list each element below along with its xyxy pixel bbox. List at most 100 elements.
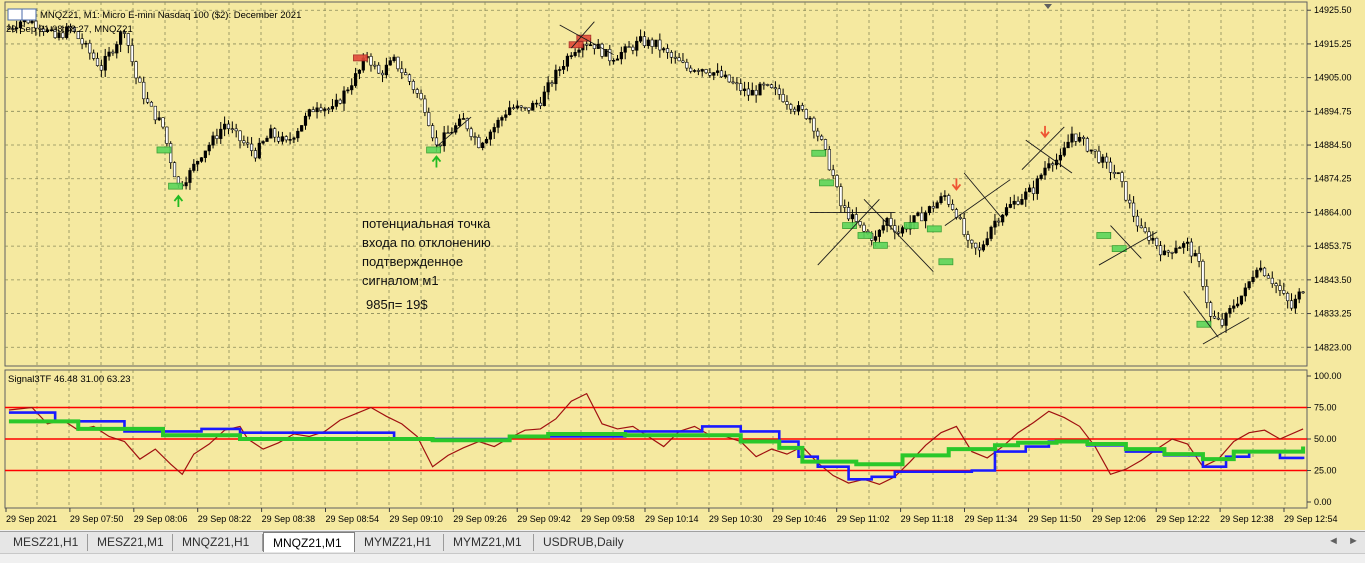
tab-mnqz21-h1[interactable]: MNQZ21,H1 xyxy=(173,534,263,551)
main-pane xyxy=(4,1,1308,367)
candle-body xyxy=(134,61,138,79)
candle-body xyxy=(916,212,920,216)
candle-body xyxy=(989,226,993,239)
candle-body xyxy=(119,32,123,45)
candle-body xyxy=(377,64,381,74)
candle-body xyxy=(573,52,577,56)
candle-body xyxy=(284,136,288,141)
candle-body xyxy=(196,161,200,165)
candle-body xyxy=(80,38,84,45)
candle-body xyxy=(380,72,385,76)
candle-body xyxy=(438,144,442,147)
candle-body xyxy=(492,127,496,133)
price-axis: 14925.50 14915.25 14905.00 14894.75 14884.50… xyxy=(1307,5,1352,352)
tab-scroll-left-icon[interactable]: ◄ xyxy=(1328,535,1339,547)
drawn-line xyxy=(570,21,595,49)
candle-body xyxy=(273,128,277,138)
drawn-line xyxy=(1202,317,1250,345)
drawn-line xyxy=(863,198,934,272)
y-tick-label: 14915.25 xyxy=(1314,39,1352,49)
x-tick-label: 29 Sep 08:38 xyxy=(262,514,316,524)
candle-body xyxy=(658,39,662,51)
candle-body xyxy=(1266,275,1271,279)
candle-body xyxy=(38,27,42,30)
candle-body xyxy=(207,144,211,152)
candle-body xyxy=(353,73,358,86)
chart-tabs: MESZ21,H1 MESZ21,M1 MNQZ21,H1 MNQZ21,M1 … xyxy=(0,531,1365,553)
candle-body xyxy=(881,225,885,231)
window-icon xyxy=(21,8,37,21)
candle-body xyxy=(1047,163,1051,169)
tab-mesz21-h1[interactable]: MESZ21,H1 xyxy=(4,534,88,551)
candle-body xyxy=(303,115,308,126)
candle-body xyxy=(484,138,489,144)
candle-body xyxy=(172,162,177,178)
candle-body xyxy=(558,69,562,71)
y-tick-label: 14823.00 xyxy=(1314,342,1352,352)
candle-body xyxy=(1243,287,1247,297)
x-tick-label: 29 Sep 08:22 xyxy=(198,514,252,524)
candle-body xyxy=(157,117,161,121)
candle-body xyxy=(954,209,959,218)
candle-body xyxy=(192,163,196,171)
candle-body xyxy=(947,195,951,205)
candle-body xyxy=(827,149,831,171)
candle-body xyxy=(346,89,350,92)
candle-body xyxy=(53,29,57,38)
tab-mymz21-h1[interactable]: MYMZ21,H1 xyxy=(355,534,444,551)
chart-title: MNQZ21, M1: Micro E-mini Nasdaq 100 ($2)… xyxy=(40,10,301,21)
candle-body xyxy=(612,59,616,62)
tab-mesz21-m1[interactable]: MESZ21,M1 xyxy=(88,534,173,551)
candle-body xyxy=(1120,172,1124,182)
candle-body xyxy=(65,26,69,38)
candle-body xyxy=(1043,167,1047,176)
candle-body xyxy=(739,83,743,91)
candle-body xyxy=(149,101,154,107)
candle-body xyxy=(142,81,146,100)
candle-body xyxy=(716,70,720,73)
candle-body xyxy=(727,74,731,83)
candle-body xyxy=(700,69,704,72)
candle-body xyxy=(1212,316,1217,319)
candle-body xyxy=(650,39,654,47)
candle-body xyxy=(1058,154,1063,161)
shift-marker-icon[interactable] xyxy=(1044,4,1052,9)
candle-body xyxy=(145,98,150,103)
candle-body xyxy=(446,132,450,135)
candle-body xyxy=(1016,200,1020,205)
candle-body xyxy=(1189,241,1193,257)
candle-body xyxy=(327,108,331,111)
tab-usdrub-daily[interactable]: USDRUB,Daily xyxy=(543,535,624,549)
candle-body xyxy=(334,99,338,107)
candle-body xyxy=(542,91,546,107)
candle-body xyxy=(800,105,804,110)
tab-mymz21-m1[interactable]: MYMZ21,M1 xyxy=(444,534,534,551)
candle-body xyxy=(338,99,342,104)
tab-scroll-right-icon[interactable]: ► xyxy=(1348,535,1359,547)
candle-body xyxy=(631,46,635,51)
candle-body xyxy=(103,55,107,71)
candle-body xyxy=(962,218,966,235)
tab-mnqz21-m1[interactable]: MNQZ21,M1 xyxy=(263,532,355,552)
candle-body xyxy=(677,57,681,62)
candle-body xyxy=(1116,172,1120,175)
candle-body xyxy=(261,141,265,144)
candle-body xyxy=(319,107,323,111)
candle-body xyxy=(935,202,939,209)
candle-body xyxy=(203,150,207,158)
candle-body xyxy=(407,74,412,82)
candle-body xyxy=(735,82,739,85)
signal-box-green xyxy=(842,222,857,229)
candle-body xyxy=(1155,237,1159,246)
drawn-line xyxy=(963,172,1003,220)
candle-body xyxy=(30,20,34,24)
candle-body xyxy=(754,89,758,96)
chart-background xyxy=(0,0,1365,530)
signal-box-green xyxy=(903,222,919,229)
candle-body xyxy=(943,195,947,197)
status-bar xyxy=(0,553,1365,563)
candle-body xyxy=(689,67,693,72)
candle-body xyxy=(68,26,73,29)
candle-body xyxy=(1028,187,1032,193)
y-tick-label: 14864.00 xyxy=(1314,207,1352,217)
